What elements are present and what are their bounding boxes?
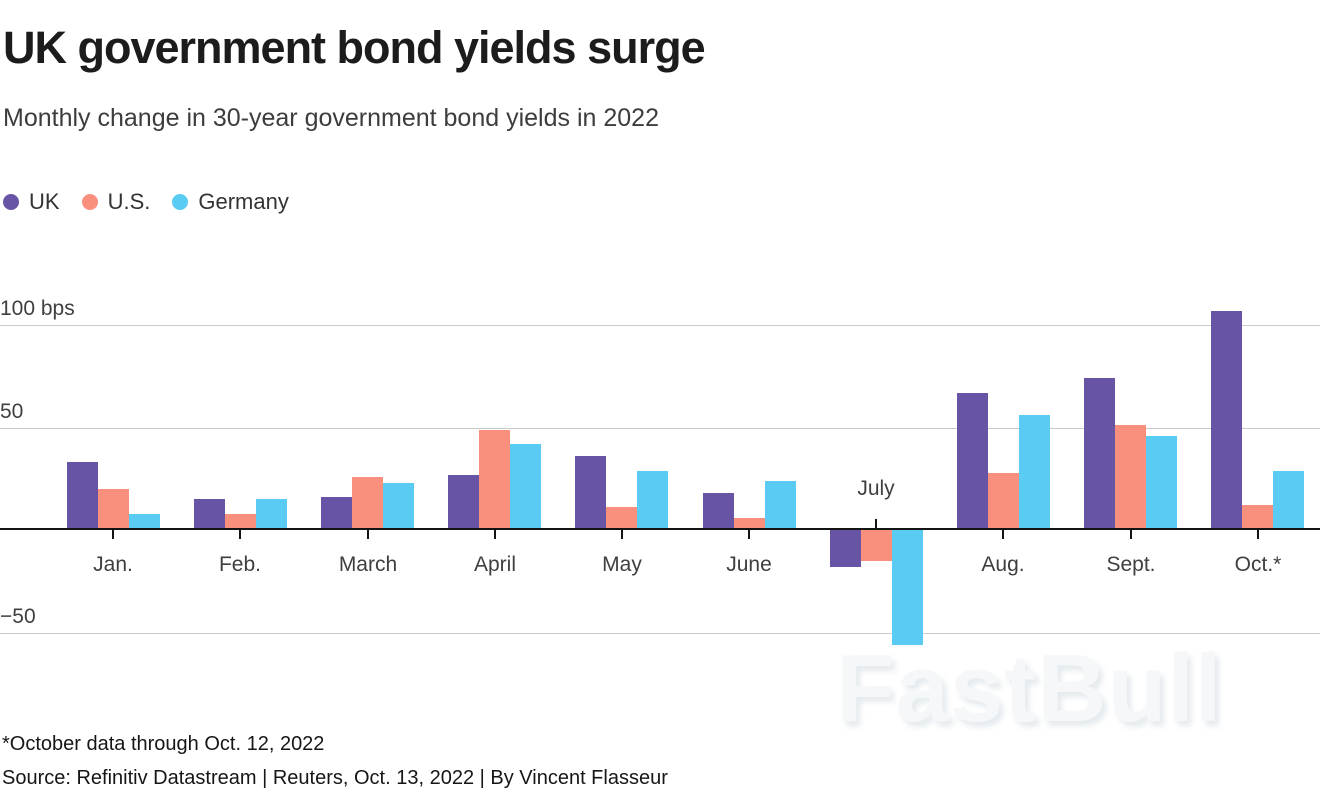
y-axis-label-50: 50: [0, 400, 24, 423]
x-axis-baseline: [0, 528, 1320, 530]
page-subtitle: Monthly change in 30-year government bon…: [3, 104, 659, 132]
bar-us-jan: [97, 489, 129, 530]
bar-germany-april: [510, 443, 542, 530]
x-tick-aug: [1002, 530, 1004, 539]
bar-uk-aug: [956, 392, 988, 530]
bar-germany-sept: [1146, 435, 1177, 530]
bar-germany-july: [891, 530, 923, 645]
legend-item-germany: Germany: [172, 189, 289, 215]
source-line: Source: Refinitiv Datastream | Reuters, …: [2, 767, 668, 789]
x-tick-april: [494, 530, 496, 539]
legend-item-uk: UK: [3, 189, 60, 215]
legend-item-us: U.S.: [81, 189, 151, 215]
bar-uk-march: [321, 497, 353, 530]
bar-uk-june: [702, 493, 734, 530]
bar-germany-oct: [1273, 470, 1305, 530]
bar-uk-oct: [1211, 310, 1243, 530]
bar-uk-jan: [66, 462, 98, 530]
legend: UK U.S. Germany: [3, 189, 289, 215]
bar-us-feb: [224, 513, 256, 530]
x-tick-oct: [1257, 530, 1259, 539]
gridline-50: [0, 428, 1320, 429]
y-axis-label-100: 100 bps: [0, 297, 75, 320]
x-tick-feb: [239, 530, 241, 539]
gridline-100: [0, 325, 1320, 326]
bar-germany-march: [383, 482, 415, 530]
x-tick-sept: [1130, 530, 1132, 539]
watermark: FastBull: [836, 635, 1223, 742]
bar-germany-june: [764, 480, 796, 530]
bar-uk-july: [829, 530, 861, 567]
bar-germany-jan: [128, 513, 160, 530]
x-tick-june: [748, 530, 750, 539]
bar-uk-april: [448, 474, 480, 530]
x-tick-jan: [112, 530, 114, 539]
bar-us-aug: [987, 472, 1019, 530]
bar-us-march: [352, 476, 384, 530]
bar-us-may: [606, 507, 638, 530]
x-axis-label-may: May: [602, 553, 642, 576]
legend-label: U.S.: [107, 189, 151, 214]
chart-footnote: *October data through Oct. 12, 2022: [2, 733, 325, 755]
legend-dot-icon: [81, 194, 98, 210]
bar-germany-may: [637, 470, 669, 530]
bar-uk-sept: [1084, 378, 1115, 530]
x-tick-march: [367, 530, 369, 539]
x-tick-july: [875, 519, 877, 528]
bar-us-april: [479, 429, 511, 530]
bar-us-june: [733, 517, 765, 530]
bar-germany-feb: [255, 499, 287, 530]
bar-us-sept: [1115, 425, 1146, 530]
legend-label: UK: [29, 189, 60, 214]
bar-us-july: [860, 530, 892, 561]
x-axis-label-feb: Feb.: [218, 553, 262, 576]
bar-uk-may: [575, 456, 607, 530]
x-axis-label-jan: Jan.: [93, 553, 133, 576]
legend-label: Germany: [198, 189, 289, 214]
x-axis-label-june: June: [726, 553, 772, 576]
x-axis-label-march: March: [338, 553, 398, 576]
gridline--50: [0, 633, 1320, 634]
bar-uk-feb: [193, 499, 225, 530]
x-axis-label-april: April: [473, 553, 516, 576]
bar-germany-aug: [1018, 415, 1050, 530]
legend-dot-icon: [3, 194, 19, 210]
x-tick-may: [621, 530, 623, 539]
legend-dot-icon: [172, 194, 189, 210]
x-axis-label-aug: Aug.: [981, 553, 1025, 576]
x-axis-label-oct: Oct.*: [1234, 553, 1282, 576]
x-axis-label-july: July: [857, 477, 895, 500]
page-title: UK government bond yields surge: [3, 22, 706, 73]
bar-us-oct: [1242, 505, 1274, 530]
x-axis-label-sept: Sept.: [1106, 553, 1156, 576]
y-axis-label--50: −50: [0, 605, 36, 628]
